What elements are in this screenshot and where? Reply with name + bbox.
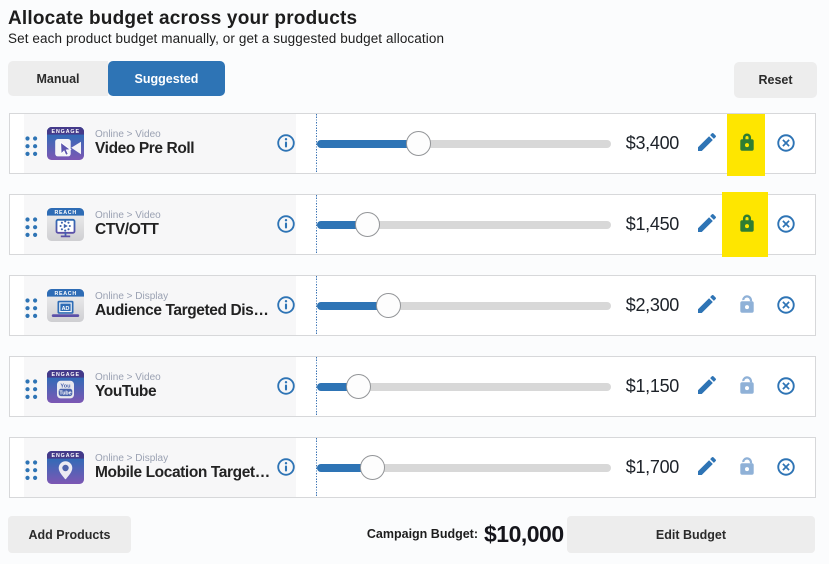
svg-text:You: You <box>60 384 71 390</box>
svg-text:REACH: REACH <box>54 210 76 216</box>
svg-text:AD: AD <box>61 306 69 312</box>
svg-text:ENGAGE: ENGAGE <box>51 453 79 459</box>
svg-text:Tube: Tube <box>59 390 71 396</box>
svg-text:ENGAGE: ENGAGE <box>51 372 79 378</box>
svg-text:ENGAGE: ENGAGE <box>51 129 79 135</box>
svg-text:REACH: REACH <box>54 291 76 297</box>
